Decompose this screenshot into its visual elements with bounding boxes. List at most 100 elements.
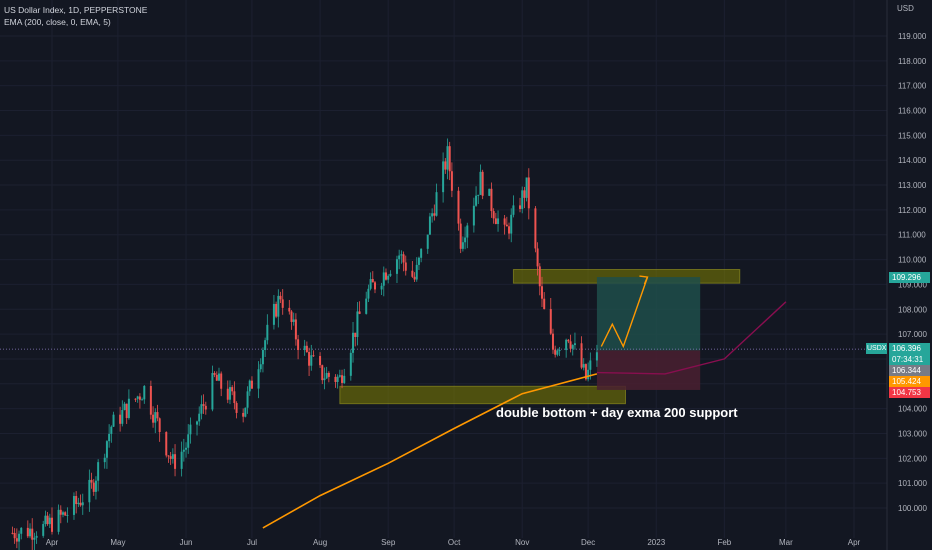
candle-body[interactable] <box>303 345 306 350</box>
candle-body[interactable] <box>156 412 159 419</box>
candle-body[interactable] <box>426 234 429 249</box>
candle-body[interactable] <box>558 350 561 352</box>
time-axis[interactable]: Apr May Jun Jul Aug Sep Oct Nov Dec 2023 Feb Mar Apr <box>46 538 861 547</box>
candle-body[interactable] <box>246 391 249 408</box>
candle-body[interactable] <box>525 177 528 198</box>
candle-body[interactable] <box>356 311 359 337</box>
candle-body[interactable] <box>226 388 229 400</box>
candle-body[interactable] <box>35 535 38 538</box>
candle-body[interactable] <box>198 413 201 422</box>
candle-body[interactable] <box>569 341 572 349</box>
candle-body[interactable] <box>582 364 585 368</box>
candle-body[interactable] <box>338 375 341 377</box>
candle-body[interactable] <box>15 538 18 542</box>
candle-body[interactable] <box>349 352 352 376</box>
candle-body[interactable] <box>565 339 568 351</box>
candle-body[interactable] <box>319 356 322 366</box>
candle-body[interactable] <box>94 480 97 492</box>
candle-body[interactable] <box>228 387 231 400</box>
candle-body[interactable] <box>171 454 174 459</box>
candle-body[interactable] <box>134 398 137 400</box>
candle-body[interactable] <box>196 421 199 425</box>
candle-body[interactable] <box>105 441 108 458</box>
candle-body[interactable] <box>382 272 385 286</box>
candle-body[interactable] <box>323 378 326 381</box>
candle-body[interactable] <box>152 414 155 423</box>
candle-body[interactable] <box>503 218 506 225</box>
candle-body[interactable] <box>494 218 497 224</box>
candle-body[interactable] <box>371 279 374 283</box>
candle-body[interactable] <box>584 364 587 380</box>
candle-body[interactable] <box>44 515 47 525</box>
candle-body[interactable] <box>508 226 511 234</box>
candle-body[interactable] <box>138 396 141 400</box>
candle-body[interactable] <box>182 449 185 452</box>
candle-body[interactable] <box>325 372 328 379</box>
candle-body[interactable] <box>413 276 416 280</box>
candle-body[interactable] <box>149 385 152 415</box>
candle-body[interactable] <box>187 434 190 448</box>
candle-body[interactable] <box>540 286 543 299</box>
candle-body[interactable] <box>88 479 91 503</box>
candle-body[interactable] <box>417 257 420 265</box>
candle-body[interactable] <box>459 223 462 249</box>
candle-body[interactable] <box>72 496 75 515</box>
ema-projection-line[interactable] <box>596 301 787 375</box>
candle-body[interactable] <box>141 399 144 401</box>
candle-body[interactable] <box>288 307 291 312</box>
candle-body[interactable] <box>464 237 467 243</box>
candle-body[interactable] <box>279 295 282 300</box>
candle-body[interactable] <box>77 502 80 505</box>
candle-body[interactable] <box>185 447 188 450</box>
candle-body[interactable] <box>341 375 344 383</box>
candle-body[interactable] <box>281 299 284 308</box>
symbol-title[interactable]: US Dollar Index, 1D, PEPPERSTONE <box>4 5 148 15</box>
candle-body[interactable] <box>398 255 401 260</box>
candle-body[interactable] <box>297 339 300 350</box>
candle-body[interactable] <box>472 205 475 226</box>
candle-body[interactable] <box>31 528 34 540</box>
candle-body[interactable] <box>420 248 423 258</box>
candle-body[interactable] <box>554 349 557 355</box>
candle-body[interactable] <box>442 161 445 193</box>
candle-body[interactable] <box>497 218 500 224</box>
candle-body[interactable] <box>165 432 168 456</box>
candle-body[interactable] <box>61 512 64 515</box>
candle-body[interactable] <box>415 264 418 280</box>
candle-body[interactable] <box>490 188 493 212</box>
candle-body[interactable] <box>589 360 592 370</box>
candle-body[interactable] <box>13 533 16 539</box>
candle-body[interactable] <box>466 225 469 238</box>
candle-body[interactable] <box>488 188 491 196</box>
candle-body[interactable] <box>215 374 218 381</box>
candle-body[interactable] <box>250 380 253 389</box>
candle-body[interactable] <box>336 376 339 382</box>
candle-body[interactable] <box>327 372 330 377</box>
candle-body[interactable] <box>549 309 552 334</box>
candle-body[interactable] <box>435 192 438 216</box>
candle-body[interactable] <box>294 319 297 340</box>
candle-body[interactable] <box>248 380 251 392</box>
candle-body[interactable] <box>527 177 530 209</box>
candle-body[interactable] <box>587 369 590 380</box>
candle-body[interactable] <box>174 454 177 469</box>
candle-body[interactable] <box>551 333 554 350</box>
candle-body[interactable] <box>538 266 541 287</box>
candle-body[interactable] <box>512 205 515 215</box>
candle-body[interactable] <box>556 350 559 355</box>
candle-body[interactable] <box>11 532 14 534</box>
candle-body[interactable] <box>75 496 78 505</box>
candle-body[interactable] <box>365 298 368 314</box>
candle-body[interactable] <box>477 194 480 196</box>
candle-body[interactable] <box>158 418 161 433</box>
candle-body[interactable] <box>510 214 513 234</box>
indicator-legend[interactable]: EMA (200, close, 0, EMA, 5) <box>4 17 111 27</box>
candle-body[interactable] <box>479 171 482 195</box>
candle-body[interactable] <box>380 285 383 290</box>
candle-body[interactable] <box>261 349 264 365</box>
candle-body[interactable] <box>387 275 390 280</box>
candle-body[interactable] <box>402 254 405 263</box>
candle-body[interactable] <box>264 340 267 350</box>
candle-body[interactable] <box>103 457 106 463</box>
candle-body[interactable] <box>244 407 247 417</box>
